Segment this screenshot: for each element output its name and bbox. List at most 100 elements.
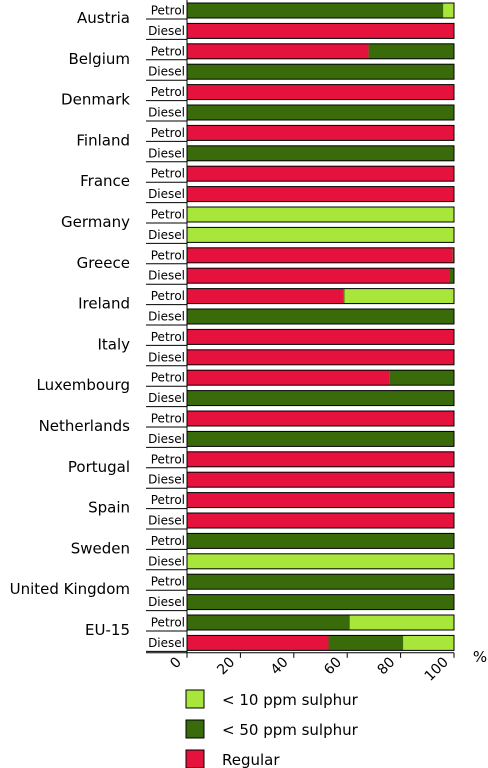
bar-segment-10-ppm-sulphur — [187, 227, 454, 243]
fuel-label: Petrol — [151, 289, 185, 303]
country-label: Netherlands — [39, 417, 131, 435]
bar-segment-50-ppm-sulphur — [187, 390, 454, 406]
legend-swatch — [185, 719, 205, 739]
fuel-label: Petrol — [151, 412, 185, 426]
bar-segment-50-ppm-sulphur — [187, 615, 350, 630]
bar-segment-regular — [187, 288, 344, 304]
country-label: Denmark — [61, 91, 130, 109]
fuel-label: Petrol — [151, 126, 185, 140]
x-tick-label: 100 — [422, 654, 452, 684]
fuel-label: Diesel — [148, 106, 185, 120]
fuel-label: Diesel — [148, 146, 185, 160]
country-label: Germany — [61, 213, 130, 231]
bar-segment-10-ppm-sulphur — [344, 288, 454, 304]
bar-segment-regular — [187, 451, 454, 467]
legend-label: < 50 ppm sulphur — [222, 721, 359, 739]
country-label: Greece — [77, 254, 130, 272]
bar-segment-10-ppm-sulphur — [349, 615, 454, 630]
fuel-label: Diesel — [148, 350, 185, 364]
bar-segment-10-ppm-sulphur — [443, 3, 454, 18]
bar-segment-50-ppm-sulphur — [187, 309, 454, 324]
country-label: Portugal — [68, 458, 130, 476]
bar-segment-regular — [187, 370, 390, 386]
fuel-label: Diesel — [148, 514, 185, 528]
fuel-label: Diesel — [148, 228, 185, 242]
bar-segment-regular — [187, 329, 454, 345]
legend-label: Regular — [222, 751, 280, 768]
bar-segment-regular — [187, 247, 453, 263]
bar-segment-regular — [187, 23, 454, 39]
bar-segment-regular — [187, 166, 454, 182]
legend: < 10 ppm sulphur < 50 ppm sulphur Regular — [185, 689, 359, 768]
legend-swatch — [185, 689, 205, 709]
fuel-label: Petrol — [151, 44, 185, 58]
fuel-label: Diesel — [148, 310, 185, 324]
bar-segment-50-ppm-sulphur — [368, 43, 454, 59]
fuel-label: Petrol — [151, 575, 185, 589]
country-label: France — [80, 172, 130, 190]
country-label: Luxembourg — [37, 376, 131, 394]
x-tick-label: 0 — [167, 654, 185, 672]
country-label: Belgium — [69, 50, 131, 68]
fuel-label: Petrol — [151, 534, 185, 548]
x-axis-unit: % — [473, 648, 487, 666]
bar-segment-50-ppm-sulphur — [187, 64, 454, 80]
bar-segment-50-ppm-sulphur — [187, 145, 454, 161]
fuel-label: Petrol — [151, 493, 185, 507]
plot-area — [186, 2, 455, 651]
x-tick-label: 20 — [214, 654, 238, 678]
bar-segment-regular — [187, 349, 454, 365]
x-tick-label: 40 — [268, 654, 292, 678]
fuel-label: Diesel — [148, 391, 185, 405]
country-label: Finland — [76, 131, 130, 149]
country-label: United Kingdom — [10, 580, 130, 598]
fuel-label: Petrol — [151, 371, 185, 385]
bar-segment-regular — [187, 84, 454, 100]
x-tick-label: 80 — [375, 654, 399, 678]
bar-segment-50-ppm-sulphur — [187, 105, 454, 120]
bar-segment-regular — [187, 492, 454, 508]
bar-segment-50-ppm-sulphur — [187, 533, 454, 549]
country-label: Austria — [77, 9, 130, 27]
country-label: Sweden — [71, 539, 130, 557]
fuel-label: Petrol — [151, 330, 185, 344]
fuel-label: Diesel — [148, 473, 185, 487]
bar-segment-regular — [187, 635, 329, 651]
fuel-label: Petrol — [151, 248, 185, 262]
fuel-label: Diesel — [148, 65, 185, 79]
country-label: EU-15 — [85, 621, 130, 639]
bar-segment-regular — [187, 268, 450, 284]
bar-segment-regular — [187, 411, 454, 426]
fuel-label: Diesel — [148, 269, 185, 283]
bar-segment-50-ppm-sulphur — [343, 288, 345, 304]
bar-segment-50-ppm-sulphur — [449, 268, 454, 284]
fuel-label: Diesel — [148, 636, 185, 650]
bar-segment-50-ppm-sulphur — [187, 3, 444, 18]
bar-segment-50-ppm-sulphur — [452, 247, 454, 263]
bar-segment-10-ppm-sulphur — [403, 635, 454, 651]
bar-segment-50-ppm-sulphur — [187, 431, 454, 447]
bar-segment-10-ppm-sulphur — [187, 207, 454, 222]
fuel-label: Petrol — [151, 167, 185, 181]
fuel-label: Petrol — [151, 616, 185, 630]
bar-segment-regular — [187, 125, 454, 141]
fuel-label: Diesel — [148, 595, 185, 609]
bar-segment-regular — [187, 472, 454, 488]
fuel-label: Petrol — [151, 4, 185, 18]
country-label: Spain — [88, 499, 130, 517]
legend-label: < 10 ppm sulphur — [222, 691, 359, 709]
bar-segment-regular — [187, 186, 454, 202]
fuel-label: Diesel — [148, 432, 185, 446]
country-label: Italy — [97, 335, 130, 353]
bar-segment-50-ppm-sulphur — [389, 370, 454, 386]
bar-segment-regular — [187, 513, 454, 528]
bar-segment-50-ppm-sulphur — [328, 635, 404, 651]
bar-segment-regular — [187, 43, 369, 59]
fuel-label: Diesel — [148, 187, 185, 201]
x-tick-label: 60 — [321, 654, 345, 678]
category-labels: Austria Petrol Diesel Belgium Petrol Diesel De… — [10, 4, 187, 652]
fuel-label: Petrol — [151, 208, 185, 222]
fuel-label: Diesel — [148, 554, 185, 568]
country-label: Ireland — [78, 295, 130, 313]
